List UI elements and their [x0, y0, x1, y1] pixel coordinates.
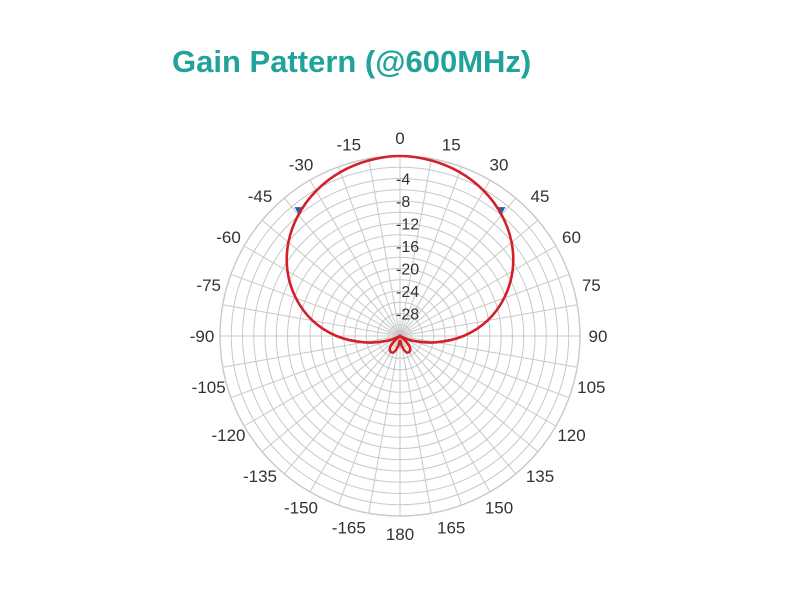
grid-spoke — [399, 335, 432, 514]
angle-tick-label: -60 — [216, 228, 241, 247]
grid-spoke — [368, 335, 401, 514]
angle-tick-label: -90 — [190, 327, 215, 346]
angle-tick-label: -105 — [192, 378, 226, 397]
angle-tick-label: -45 — [248, 187, 273, 206]
triangle-marker-icon — [498, 207, 506, 214]
grid-spoke — [399, 219, 539, 337]
grid-spoke — [309, 179, 401, 337]
angle-tick-label: 120 — [557, 426, 585, 445]
angle-tick-label: 165 — [437, 518, 465, 537]
angle-tick-label: -150 — [284, 499, 318, 518]
grid-spoke — [399, 179, 491, 337]
angle-tick-label: 150 — [485, 499, 513, 518]
grid-spoke — [399, 335, 491, 493]
grid-spoke — [283, 197, 401, 337]
grid-spoke — [230, 335, 401, 399]
angle-tick-label: -120 — [211, 426, 245, 445]
grid-spoke — [399, 273, 570, 337]
chart-title: Gain Pattern (@600MHz) — [172, 44, 532, 79]
angle-tick-label: -15 — [337, 136, 362, 155]
grid-spoke — [368, 158, 401, 337]
angle-tick-label: 90 — [589, 327, 608, 346]
angle-tick-label: -135 — [243, 467, 277, 486]
grid-spoke — [399, 158, 432, 337]
radial-tick-label: -16 — [396, 239, 419, 256]
grid-spoke — [399, 245, 557, 337]
grid-spoke — [399, 335, 463, 506]
angle-tick-label: 30 — [490, 156, 509, 175]
angle-tick-label: -30 — [289, 156, 314, 175]
grid-spoke — [243, 335, 401, 427]
triangle-marker-icon — [294, 207, 302, 214]
grid-spoke — [230, 273, 401, 337]
grid-spoke — [337, 166, 401, 337]
radial-tick-label: -4 — [396, 172, 410, 189]
radial-tick-label: -28 — [396, 307, 419, 324]
grid-spoke — [399, 335, 578, 368]
radial-tick-label: -12 — [396, 217, 419, 234]
angle-tick-label: 0 — [395, 129, 404, 148]
angle-tick-label: 60 — [562, 228, 581, 247]
series-group — [285, 154, 515, 354]
grid-spokes — [220, 156, 580, 516]
angle-tick-label: 75 — [582, 276, 601, 295]
ring-labels: -4 -8 -12 -16 -20 -24 -28 — [396, 172, 419, 324]
radial-tick-label: -20 — [396, 262, 419, 279]
angle-tick-label: -75 — [196, 276, 221, 295]
grid-spoke — [399, 197, 517, 337]
marker-group — [294, 207, 506, 214]
angle-tick-label: 105 — [577, 378, 605, 397]
angle-tick-label: 180 — [386, 525, 414, 544]
angle-tick-label: 135 — [526, 467, 554, 486]
grid-spoke — [222, 335, 401, 368]
grid-spoke — [399, 335, 570, 399]
angle-labels: 0 153045607590105120135150165180-165-150-… — [190, 129, 608, 544]
grid-spoke — [309, 335, 401, 493]
grid-spoke — [243, 245, 401, 337]
grid-spoke — [399, 335, 539, 453]
angle-tick-label: -165 — [332, 518, 366, 537]
grid-spoke — [399, 166, 463, 337]
grid-spoke — [283, 335, 401, 475]
gain-pattern-line — [285, 154, 515, 354]
angle-tick-label: 45 — [531, 187, 550, 206]
grid-spoke — [337, 335, 401, 506]
angle-tick-label: 15 — [442, 136, 461, 155]
radial-tick-label: -8 — [396, 194, 410, 211]
grid-spoke — [399, 335, 517, 475]
radial-tick-label: -24 — [396, 284, 419, 301]
grid-spoke — [261, 219, 401, 337]
grid-spoke — [399, 335, 557, 427]
grid-spoke — [261, 335, 401, 453]
